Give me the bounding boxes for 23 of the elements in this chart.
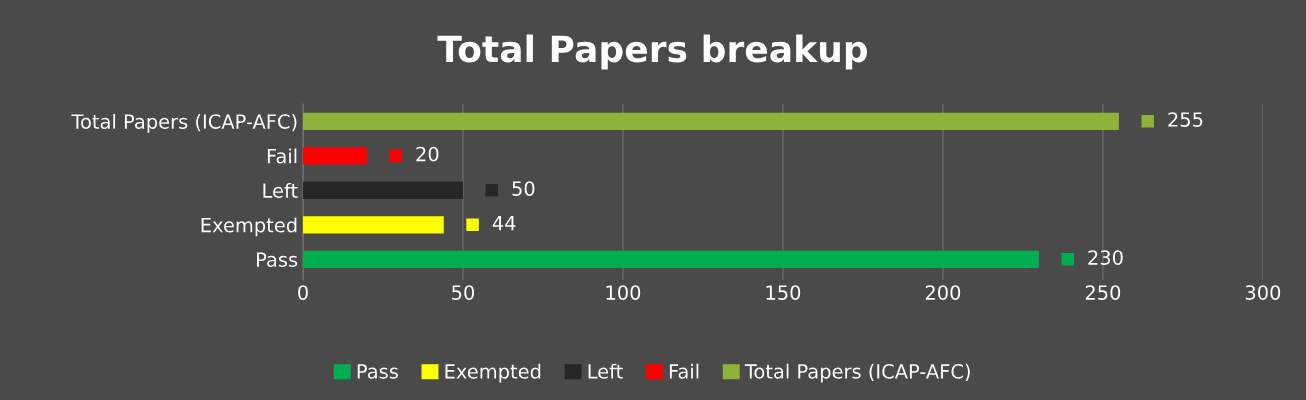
x-tick-label: 50: [452, 285, 475, 300]
data-label: 230: [1088, 250, 1123, 265]
legend-label: Left: [588, 363, 623, 379]
x-tick-label: 150: [766, 285, 801, 300]
y-tick-label: Pass: [257, 252, 298, 267]
y-tick-label: Fail: [267, 148, 297, 164]
x-tick-label: 0: [298, 285, 308, 300]
x-tick-label: 100: [606, 285, 641, 300]
x-tick-label: 300: [1245, 285, 1281, 300]
data-label: 44: [492, 215, 516, 231]
legend-label: Exempted: [445, 363, 541, 383]
y-tick-label: Total Papers (ICAP-AFC): [71, 113, 297, 133]
chart-title: Total Papers breakup: [437, 34, 868, 70]
data-label: 50: [512, 181, 535, 196]
data-label: 255: [1168, 112, 1203, 127]
x-tick-label: 250: [1085, 285, 1121, 300]
data-label: 20: [416, 146, 439, 162]
x-tick-label: 200: [925, 285, 961, 300]
legend-label: Fail: [669, 363, 699, 379]
y-tick-label: Exempted: [201, 217, 297, 237]
legend-label: Pass: [357, 364, 398, 379]
y-tick-label: Left: [263, 182, 298, 198]
legend-label: Total Papers (ICAP-AFC): [744, 363, 970, 383]
